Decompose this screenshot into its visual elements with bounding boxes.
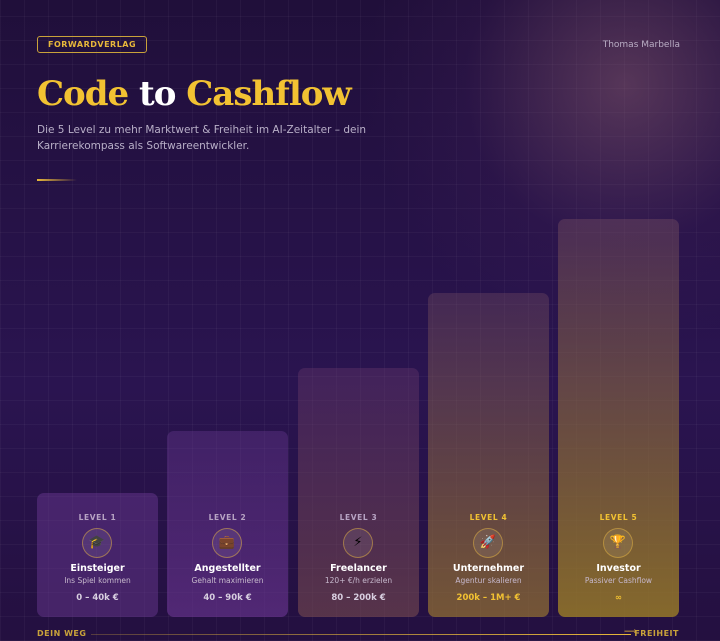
subtitle-line: Die 5 Level zu mehr Marktwert & Freiheit…	[37, 124, 367, 136]
level-content: LEVEL 4 🚀 Unternehmer Agentur skalieren 200k…	[428, 493, 549, 617]
level-label: LEVEL 2	[208, 513, 247, 522]
level-range: 40 – 90k €	[203, 593, 252, 603]
level-column: LEVEL 4 🚀 Unternehmer Agentur skalieren 200k…	[428, 293, 549, 617]
level-tagline: Agentur skalieren	[455, 576, 522, 585]
level-column: LEVEL 2 💼 Angestellter Gehalt maximieren 40 …	[167, 431, 288, 617]
title: Code to Cashflow	[37, 74, 352, 114]
level-name: Einsteiger	[70, 563, 125, 574]
level-label: LEVEL 5	[599, 513, 638, 522]
level-range: 80 – 200k €	[331, 593, 386, 603]
level-content: LEVEL 1 🎓 Einsteiger Ins Spiel kommen 0 – 40…	[37, 493, 158, 617]
level-tagline: Gehalt maximieren	[191, 576, 264, 585]
level-tagline: 120+ €/h erzielen	[324, 576, 393, 585]
level-range: 200k – 1M+ €	[456, 593, 521, 603]
level-icon: 🎓	[82, 528, 112, 558]
level-range: ∞	[614, 593, 623, 603]
level-name: Unternehmer	[452, 563, 525, 574]
level-content: LEVEL 5 🏆 Investor Passiver Cashflow ∞	[558, 493, 679, 617]
level-icon: ⚡	[343, 528, 373, 558]
level-name: Freelancer	[330, 563, 387, 574]
level-column: LEVEL 3 ⚡ Freelancer 120+ €/h erzielen 80 – …	[298, 368, 419, 617]
level-name: Investor	[596, 563, 641, 574]
title-word: Code	[37, 74, 129, 114]
level-column: LEVEL 1 🎓 Einsteiger Ins Spiel kommen 0 – 40…	[37, 493, 158, 617]
footer-start: DEIN WEG	[37, 629, 87, 638]
author: Thomas Marbella	[602, 40, 680, 50]
arrow: ⟶	[624, 627, 637, 637]
level-label: LEVEL 1	[78, 513, 117, 522]
level-content: LEVEL 2 💼 Angestellter Gehalt maximieren 40 …	[167, 493, 288, 617]
divider	[37, 179, 77, 181]
level-range: 0 – 40k €	[76, 593, 119, 603]
level-icon: 🚀	[473, 528, 503, 558]
path-line	[91, 634, 631, 635]
level-label: LEVEL 4	[469, 513, 508, 522]
level-column: LEVEL 5 🏆 Investor Passiver Cashflow ∞	[558, 219, 679, 617]
level-icon: 💼	[212, 528, 242, 558]
level-tagline: Passiver Cashflow	[584, 576, 653, 585]
level-label: LEVEL 3	[339, 513, 378, 522]
level-name: Angestellter	[194, 563, 261, 574]
subtitle-line: Karrierekompass als Softwareentwickler.	[37, 140, 250, 152]
level-tagline: Ins Spiel kommen	[64, 576, 131, 585]
level-content: LEVEL 3 ⚡ Freelancer 120+ €/h erzielen 80 – …	[298, 493, 419, 617]
title-word: Cashflow	[186, 74, 351, 114]
level-icon: 🏆	[603, 528, 633, 558]
title-word: to	[139, 74, 176, 114]
footer-end: FREIHEIT	[634, 629, 679, 638]
publisher-badge: FORWARDVERLAG	[37, 36, 148, 53]
